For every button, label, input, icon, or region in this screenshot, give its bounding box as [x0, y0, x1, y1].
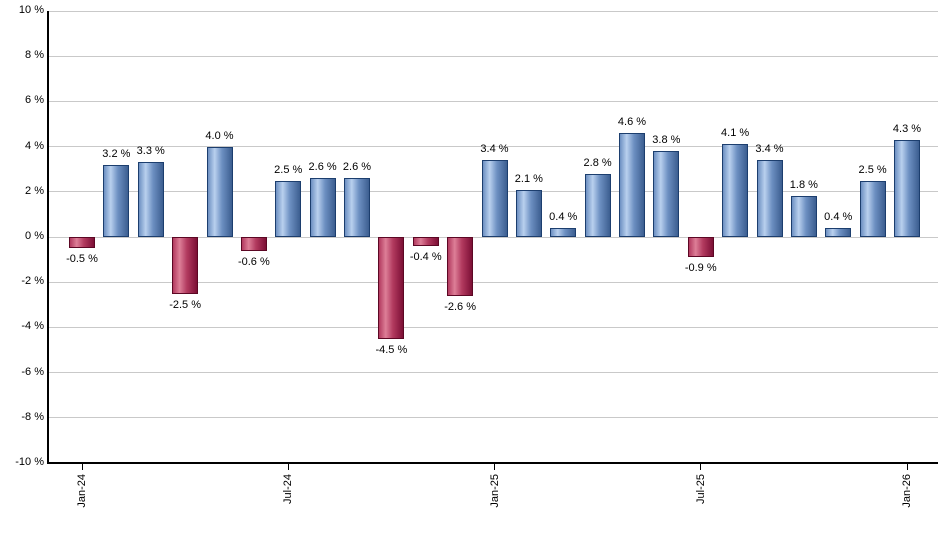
gridline — [48, 236, 938, 238]
bar-jan-24 — [69, 237, 95, 249]
bar-value-label: 3.3 % — [136, 145, 165, 158]
bar-feb-24 — [103, 164, 130, 237]
bar-value-label: 2.5 % — [858, 163, 887, 176]
y-axis-tick-label: 6 % — [25, 94, 44, 107]
bar-value-label: -0.5 % — [66, 253, 98, 266]
y-axis-tick-label: -10 % — [15, 456, 44, 468]
y-axis-tick-label: 4 % — [25, 139, 44, 152]
x-axis-tick — [81, 463, 83, 470]
gridline — [48, 100, 938, 102]
bar-nov-25 — [825, 227, 852, 237]
bar-value-label: 4.1 % — [721, 127, 750, 140]
bar-value-label: 4.6 % — [617, 116, 647, 129]
x-axis-tick-label: Jan-24 — [76, 474, 88, 508]
bar-sep-25 — [756, 160, 783, 237]
x-axis-tick-label: Jul-24 — [282, 474, 295, 504]
bar-jul-24 — [275, 180, 302, 237]
gridline — [48, 146, 938, 148]
y-axis-tick-label: 8 % — [25, 49, 44, 62]
y-axis-line — [47, 11, 49, 463]
bar-jun-24 — [240, 237, 267, 251]
bar-value-label: -4.5 % — [375, 343, 408, 356]
bar-value-label: 2.5 % — [274, 163, 303, 176]
x-axis-tick — [494, 463, 495, 470]
bar-value-label: -2.6 % — [444, 300, 477, 313]
x-axis-tick-label: Jan-25 — [488, 474, 501, 508]
bar-value-label: 2.6 % — [342, 161, 372, 174]
bar-value-label: 2.1 % — [514, 172, 543, 185]
bar-dec-25 — [859, 180, 886, 237]
bar-jan-25 — [481, 160, 508, 237]
bar-jul-25 — [687, 237, 714, 258]
bar-value-label: -2.5 % — [169, 298, 202, 311]
y-axis-tick-label: 0 % — [25, 230, 44, 242]
gridline — [48, 326, 938, 328]
bar-apr-24 — [172, 237, 199, 294]
bar-oct-24 — [378, 237, 405, 339]
bar-mar-24 — [137, 162, 164, 237]
gridline — [48, 281, 938, 283]
bar-jun-25 — [653, 151, 680, 237]
bar-value-label: 3.8 % — [652, 134, 681, 147]
bar-feb-25 — [515, 189, 542, 237]
x-axis-tick-label: Jan-26 — [901, 474, 913, 508]
bar-value-label: 4.0 % — [205, 129, 234, 142]
bar-value-label: 3.2 % — [102, 147, 131, 160]
y-axis-tick-label: -8 % — [21, 410, 44, 423]
bar-value-label: -0.4 % — [409, 251, 442, 264]
bar-value-label: 0.4 % — [549, 210, 578, 223]
x-axis-tick-label: Jul-25 — [694, 474, 707, 504]
bar-value-label: -0.6 % — [237, 255, 270, 268]
bar-value-label: -0.9 % — [684, 262, 717, 275]
bar-sep-24 — [344, 178, 370, 237]
bar-may-24 — [206, 146, 233, 237]
x-axis-tick — [906, 463, 908, 470]
bar-apr-25 — [584, 173, 611, 237]
bar-jan-26 — [894, 139, 920, 237]
gridline — [48, 55, 938, 57]
y-axis-tick-label: -4 % — [21, 320, 44, 333]
bar-value-label: 1.8 % — [789, 179, 818, 192]
x-axis-tick — [287, 463, 289, 470]
bar-value-label: 3.4 % — [755, 143, 784, 156]
bar-value-label: 2.8 % — [583, 156, 612, 169]
bar-aug-24 — [309, 178, 336, 237]
bar-nov-24 — [412, 237, 439, 247]
bar-value-label: 2.6 % — [308, 161, 337, 174]
gridline — [48, 417, 938, 419]
bar-dec-24 — [447, 237, 474, 296]
bar-value-label: 4.3 % — [892, 122, 922, 135]
x-axis-tick — [700, 463, 702, 470]
bar-value-label: 3.4 % — [480, 143, 509, 156]
bar-mar-25 — [550, 227, 577, 237]
y-axis-tick-label: 10 % — [18, 4, 44, 16]
y-axis-tick-label: -2 % — [21, 275, 44, 288]
bar-value-label: 0.4 % — [824, 210, 853, 223]
y-axis-tick-label: 2 % — [25, 184, 44, 197]
y-axis-tick-label: -6 % — [21, 365, 44, 378]
gridline — [48, 10, 938, 12]
bar-may-25 — [619, 133, 645, 237]
x-axis-line — [47, 462, 938, 464]
bar-aug-25 — [722, 144, 749, 237]
gridline — [48, 372, 938, 374]
bar-oct-25 — [790, 196, 817, 237]
